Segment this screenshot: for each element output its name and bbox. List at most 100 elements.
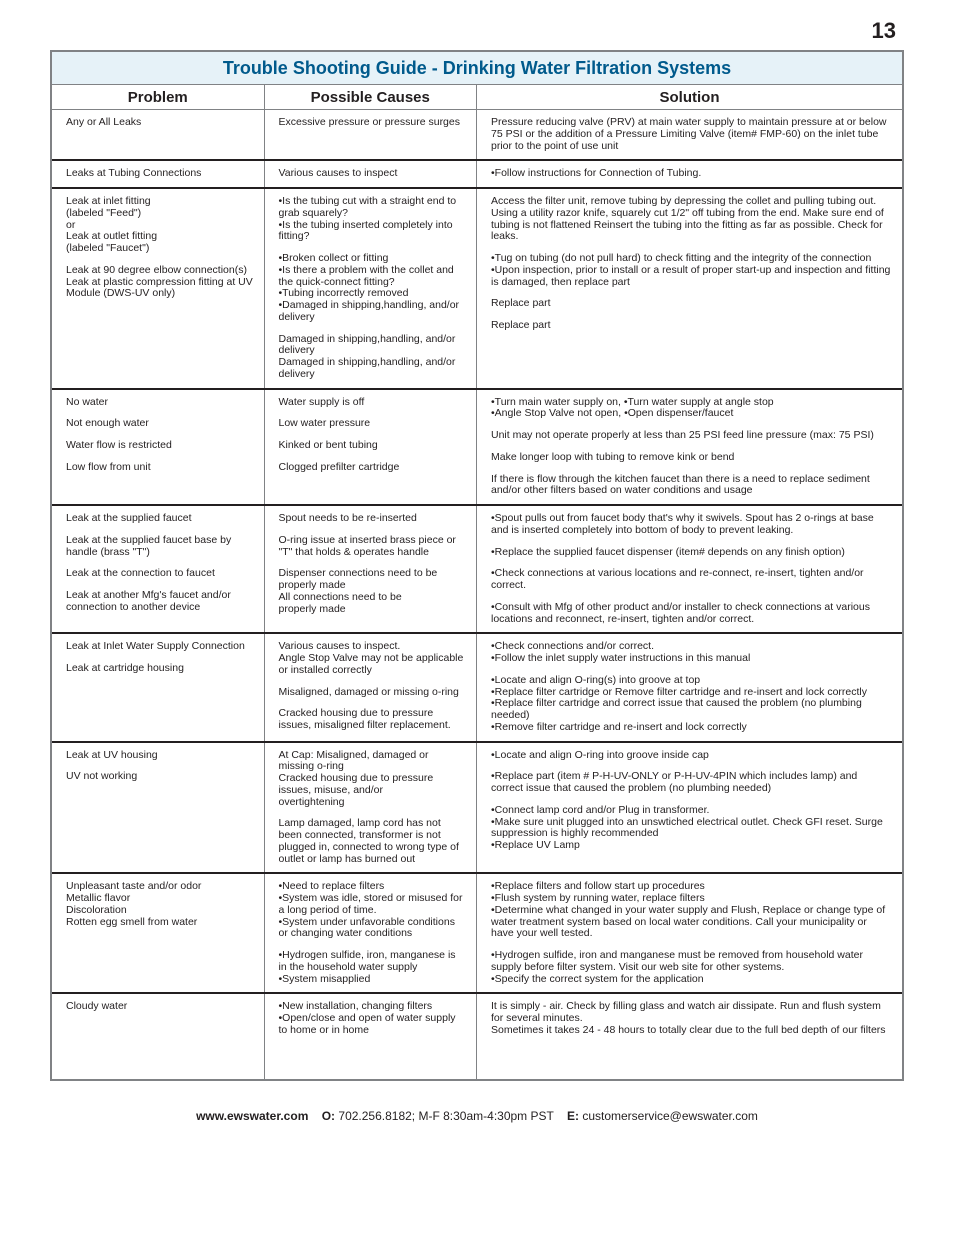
table-row: Any or All Leaks Excessive pressure or pr… — [52, 110, 902, 161]
cell-block: •Broken collect or fitting•Is there a pr… — [279, 253, 467, 324]
header-solution: Solution — [477, 85, 902, 109]
cell-problem: Unpleasant taste and/or odorMetallic fla… — [52, 874, 265, 992]
cell-block: Leak at another Mfg's faucet and/or conn… — [66, 590, 254, 614]
cell-block: Leak at cartridge housing — [66, 663, 254, 675]
cell-block: Cloudy water — [66, 1001, 254, 1013]
cell-block: •Check connections at various locations … — [491, 568, 892, 592]
table-row: Cloudy water •New installation, changing … — [52, 994, 902, 1079]
footer-e-label: E: — [567, 1109, 579, 1123]
cell-problem: Leak at Inlet Water Supply Connection Lea… — [52, 634, 265, 740]
cell-block: Dispenser connections need to be properl… — [279, 568, 467, 592]
cell-block: Any or All Leaks — [66, 117, 254, 129]
cell-block: •Tug on tubing (do not pull hard) to che… — [491, 253, 892, 288]
header-problem: Problem — [52, 85, 265, 109]
cell-block: No water — [66, 397, 254, 409]
cell-block: •New installation, changing filters•Open… — [279, 1001, 467, 1036]
cell-causes: At Cap: Misaligned, damaged or missing o… — [265, 743, 478, 873]
cell-block: Cracked housing due to pressure issues, … — [279, 708, 467, 732]
cell-block: Replace part — [491, 320, 892, 332]
cell-block: Low water pressure — [279, 418, 467, 430]
cell-block: Misaligned, damaged or missing o-ring — [279, 687, 467, 699]
table-row: Leaks at Tubing Connections Various cause… — [52, 161, 902, 189]
cell-causes: Water supply is off Low water pressure Kin… — [265, 390, 478, 505]
cell-solution: It is simply - air. Check by filling gla… — [477, 994, 902, 1079]
cell-block: Kinked or bent tubing — [279, 440, 467, 452]
footer-phone: 702.256.8182; M-F 8:30am-4:30pm PST — [338, 1109, 553, 1123]
cell-block: •Follow instructions for Connection of T… — [491, 168, 892, 180]
cell-problem: Leak at UV housingUV not working — [52, 743, 265, 873]
cell-block: Low flow from unit — [66, 462, 254, 474]
cell-block: Leaks at Tubing Connections — [66, 168, 254, 180]
cell-block: •Check connections and/or correct.•Follo… — [491, 641, 892, 665]
cell-block: •Locate and align O-ring(s) into groove … — [491, 675, 892, 734]
cell-block: •Consult with Mfg of other product and/o… — [491, 602, 892, 626]
cell-block: Leak at the supplied faucet — [66, 513, 254, 525]
cell-block: If there is flow through the kitchen fau… — [491, 474, 892, 498]
footer-email: customerservice@ewswater.com — [582, 1109, 758, 1123]
cell-block: Access the filter unit, remove tubing by… — [491, 196, 892, 243]
cell-solution: Access the filter unit, remove tubing by… — [477, 189, 902, 388]
table-body: Any or All Leaks Excessive pressure or pr… — [52, 110, 902, 1079]
cell-causes: •New installation, changing filters•Open… — [265, 994, 478, 1079]
table-row: Leak at inlet fitting(labeled "Feed")orL… — [52, 189, 902, 390]
cell-solution: •Spout pulls out from faucet body that's… — [477, 506, 902, 632]
cell-block: Leak at the connection to faucet — [66, 568, 254, 580]
cell-block: Spout needs to be re-inserted — [279, 513, 467, 525]
table-row: Leak at the supplied faucet Leak at the s… — [52, 506, 902, 634]
cell-causes: Spout needs to be re-inserted O-ring issu… — [265, 506, 478, 632]
header-causes: Possible Causes — [265, 85, 478, 109]
table-row: Unpleasant taste and/or odorMetallic fla… — [52, 874, 902, 994]
cell-block: Leak at 90 degree elbow connection(s)Lea… — [66, 265, 254, 300]
cell-block: Leak at Inlet Water Supply Connection — [66, 641, 254, 653]
cell-block: •Turn main water supply on, •Turn water … — [491, 397, 892, 421]
cell-solution: •Turn main water supply on, •Turn water … — [477, 390, 902, 505]
cell-block: Damaged in shipping,handling, and/or del… — [279, 334, 467, 381]
cell-block: •Replace filters and follow start up pro… — [491, 881, 892, 940]
cell-problem: Cloudy water — [52, 994, 265, 1079]
table-title: Trouble Shooting Guide - Drinking Water … — [52, 52, 902, 85]
cell-block: Various causes to inspect.Angle Stop Val… — [279, 641, 467, 676]
cell-block: Not enough water — [66, 418, 254, 430]
table-row: Leak at UV housingUV not workingAt Cap: … — [52, 743, 902, 875]
cell-block: Various causes to inspect — [279, 168, 467, 180]
footer-o-label: O: — [322, 1109, 335, 1123]
cell-causes: Various causes to inspect.Angle Stop Val… — [265, 634, 478, 740]
cell-block: At Cap: Misaligned, damaged or missing o… — [279, 750, 467, 809]
table-header-row: Problem Possible Causes Solution — [52, 85, 902, 110]
cell-block: •Is the tubing cut with a straight end t… — [279, 196, 467, 243]
footer-url: www.ewswater.com — [196, 1109, 308, 1123]
cell-block: •Need to replace filters•System was idle… — [279, 881, 467, 940]
cell-block: Leak at UV housing — [66, 750, 254, 762]
cell-solution: •Follow instructions for Connection of T… — [477, 161, 902, 187]
troubleshooting-table: Trouble Shooting Guide - Drinking Water … — [50, 50, 904, 1081]
cell-causes: Excessive pressure or pressure surges — [265, 110, 478, 159]
cell-solution: •Locate and align O-ring into groove ins… — [477, 743, 902, 873]
cell-solution: •Check connections and/or correct.•Follo… — [477, 634, 902, 740]
table-row: Leak at Inlet Water Supply Connection Lea… — [52, 634, 902, 742]
table-row: No waterNot enough waterWater flow is re… — [52, 390, 902, 507]
cell-block: •Replace the supplied faucet dispenser (… — [491, 547, 892, 559]
page-footer: www.ewswater.com O: 702.256.8182; M-F 8:… — [50, 1109, 904, 1123]
cell-solution: •Replace filters and follow start up pro… — [477, 874, 902, 992]
cell-block: •Hydrogen sulfide, iron, manganese is in… — [279, 950, 467, 985]
cell-block: Replace part — [491, 298, 892, 310]
cell-block: Clogged prefilter cartridge — [279, 462, 467, 474]
cell-block: Excessive pressure or pressure surges — [279, 117, 467, 129]
cell-block: Unpleasant taste and/or odorMetallic fla… — [66, 881, 254, 928]
cell-block: Leak at the supplied faucet base by hand… — [66, 535, 254, 559]
page-number: 13 — [0, 0, 954, 50]
cell-causes: Various causes to inspect — [265, 161, 478, 187]
cell-problem: No waterNot enough waterWater flow is re… — [52, 390, 265, 505]
cell-block: It is simply - air. Check by filling gla… — [491, 1001, 892, 1072]
cell-block: O-ring issue at inserted brass piece or … — [279, 535, 467, 559]
cell-causes: •Is the tubing cut with a straight end t… — [265, 189, 478, 388]
cell-block: •Replace part (item # P-H-UV-ONLY or P-H… — [491, 771, 892, 795]
cell-block: •Locate and align O-ring into groove ins… — [491, 750, 892, 762]
cell-problem: Any or All Leaks — [52, 110, 265, 159]
cell-causes: •Need to replace filters•System was idle… — [265, 874, 478, 992]
cell-block: All connections need to beproperly made — [279, 592, 467, 616]
cell-problem: Leak at the supplied faucet Leak at the s… — [52, 506, 265, 632]
cell-block: Pressure reducing valve (PRV) at main wa… — [491, 117, 892, 152]
cell-problem: Leak at inlet fitting(labeled "Feed")orL… — [52, 189, 265, 388]
cell-block: Water supply is off — [279, 397, 467, 409]
